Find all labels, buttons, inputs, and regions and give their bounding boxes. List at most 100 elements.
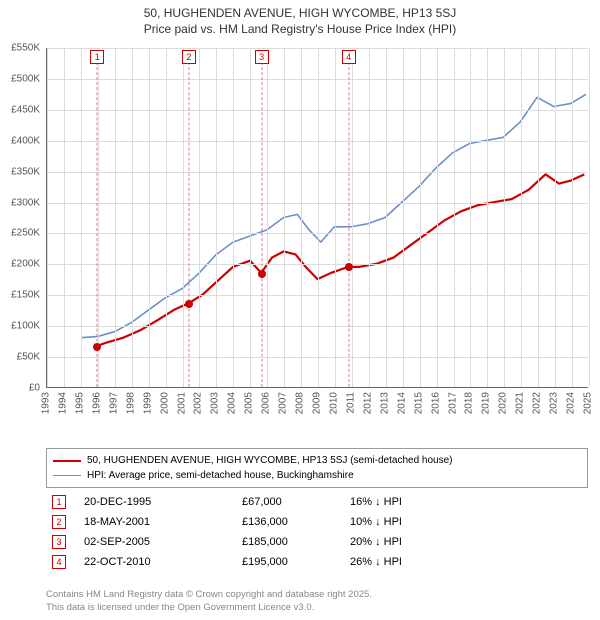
gridline-v xyxy=(98,48,99,387)
sale-row-price: £136,000 xyxy=(242,516,332,528)
sale-row-date: 22-OCT-2010 xyxy=(84,556,224,568)
sale-marker-box: 2 xyxy=(182,50,196,64)
x-axis-label: 2014 xyxy=(396,392,407,414)
sale-dot xyxy=(185,300,193,308)
sale-row-marker: 2 xyxy=(52,515,66,529)
legend-label: 50, HUGHENDEN AVENUE, HIGH WYCOMBE, HP13… xyxy=(87,453,452,468)
y-axis-label: £200K xyxy=(0,259,44,270)
sale-row: 120-DEC-1995£67,00016% ↓ HPI xyxy=(46,492,588,512)
y-axis-label: £0 xyxy=(0,383,44,394)
attribution-line1: Contains HM Land Registry data © Crown c… xyxy=(46,589,588,601)
x-axis-label: 2021 xyxy=(515,392,526,414)
x-axis-label: 2011 xyxy=(345,392,356,414)
sales-table: 120-DEC-1995£67,00016% ↓ HPI218-MAY-2001… xyxy=(46,492,588,572)
gridline-v xyxy=(352,48,353,387)
sale-marker-line xyxy=(261,62,262,387)
x-axis-label: 2019 xyxy=(481,392,492,414)
gridline-v xyxy=(555,48,556,387)
gridline-v xyxy=(538,48,539,387)
gridline-v xyxy=(470,48,471,387)
gridline-v xyxy=(233,48,234,387)
gridline-v xyxy=(589,48,590,387)
x-axis-label: 2025 xyxy=(583,392,594,414)
x-axis-label: 2017 xyxy=(447,392,458,414)
x-axis-label: 2015 xyxy=(413,392,424,414)
sale-dot xyxy=(258,270,266,278)
x-axis-label: 2012 xyxy=(362,392,373,414)
x-axis-label: 2010 xyxy=(328,392,339,414)
y-axis-label: £300K xyxy=(0,197,44,208)
x-axis-label: 2020 xyxy=(498,392,509,414)
gridline-v xyxy=(132,48,133,387)
gridline-v xyxy=(454,48,455,387)
x-axis-label: 2005 xyxy=(244,392,255,414)
sale-row: 218-MAY-2001£136,00010% ↓ HPI xyxy=(46,512,588,532)
y-axis-label: £50K xyxy=(0,352,44,363)
plot-area: 1 2 3 4 xyxy=(46,48,588,388)
sale-row-price: £67,000 xyxy=(242,496,332,508)
attribution: Contains HM Land Registry data © Crown c… xyxy=(46,589,588,614)
y-axis-label: £450K xyxy=(0,104,44,115)
x-axis-label: 1993 xyxy=(41,392,52,414)
sale-marker-box: 4 xyxy=(342,50,356,64)
sale-row-date: 18-MAY-2001 xyxy=(84,516,224,528)
sale-row-diff: 26% ↓ HPI xyxy=(350,556,470,568)
series-price_paid xyxy=(97,174,584,345)
y-axis-label: £250K xyxy=(0,228,44,239)
gridline-v xyxy=(216,48,217,387)
gridline-v xyxy=(267,48,268,387)
x-axis-label: 2022 xyxy=(532,392,543,414)
x-axis-label: 2002 xyxy=(193,392,204,414)
x-axis-label: 1995 xyxy=(74,392,85,414)
legend-swatch xyxy=(53,475,81,476)
x-axis-label: 2008 xyxy=(295,392,306,414)
sale-row-date: 02-SEP-2005 xyxy=(84,536,224,548)
x-axis-label: 1999 xyxy=(142,392,153,414)
y-axis-label: £400K xyxy=(0,135,44,146)
x-axis-label: 1996 xyxy=(91,392,102,414)
gridline-v xyxy=(572,48,573,387)
x-axis-label: 1994 xyxy=(57,392,68,414)
chart-container: 50, HUGHENDEN AVENUE, HIGH WYCOMBE, HP13… xyxy=(0,0,600,620)
x-axis-label: 2018 xyxy=(464,392,475,414)
sale-row-diff: 20% ↓ HPI xyxy=(350,536,470,548)
legend-swatch xyxy=(53,460,81,462)
sale-marker-box: 1 xyxy=(90,50,104,64)
sale-marker-box: 3 xyxy=(255,50,269,64)
gridline-v xyxy=(420,48,421,387)
title-block: 50, HUGHENDEN AVENUE, HIGH WYCOMBE, HP13… xyxy=(0,0,600,37)
gridline-v xyxy=(487,48,488,387)
sale-marker-line xyxy=(97,62,98,387)
gridline-v xyxy=(301,48,302,387)
sale-row-marker: 1 xyxy=(52,495,66,509)
series-hpi xyxy=(81,94,586,337)
x-axis-label: 2016 xyxy=(430,392,441,414)
gridline-v xyxy=(81,48,82,387)
gridline-v xyxy=(166,48,167,387)
sale-row: 302-SEP-2005£185,00020% ↓ HPI xyxy=(46,532,588,552)
x-axis-label: 2013 xyxy=(379,392,390,414)
sale-row: 422-OCT-2010£195,00026% ↓ HPI xyxy=(46,552,588,572)
chart-area: 1234 £0£50K£100K£150K£200K£250K£300K£350… xyxy=(0,40,600,440)
x-axis-label: 2006 xyxy=(261,392,272,414)
gridline-v xyxy=(521,48,522,387)
gridline-v xyxy=(199,48,200,387)
gridline-v xyxy=(64,48,65,387)
sale-dot xyxy=(345,263,353,271)
attribution-line2: This data is licensed under the Open Gov… xyxy=(46,602,588,614)
y-axis-label: £550K xyxy=(0,43,44,54)
gridline-v xyxy=(47,48,48,387)
x-axis-label: 1997 xyxy=(108,392,119,414)
sale-row-marker: 4 xyxy=(52,555,66,569)
title-line2: Price paid vs. HM Land Registry's House … xyxy=(0,22,600,38)
sale-marker-line xyxy=(348,62,349,387)
gridline-v xyxy=(318,48,319,387)
x-axis-label: 1998 xyxy=(125,392,136,414)
x-axis-label: 2000 xyxy=(159,392,170,414)
sale-dot xyxy=(93,343,101,351)
y-axis-label: £100K xyxy=(0,321,44,332)
y-axis-label: £150K xyxy=(0,290,44,301)
gridline-v xyxy=(335,48,336,387)
gridline-v xyxy=(183,48,184,387)
x-axis-label: 2024 xyxy=(566,392,577,414)
